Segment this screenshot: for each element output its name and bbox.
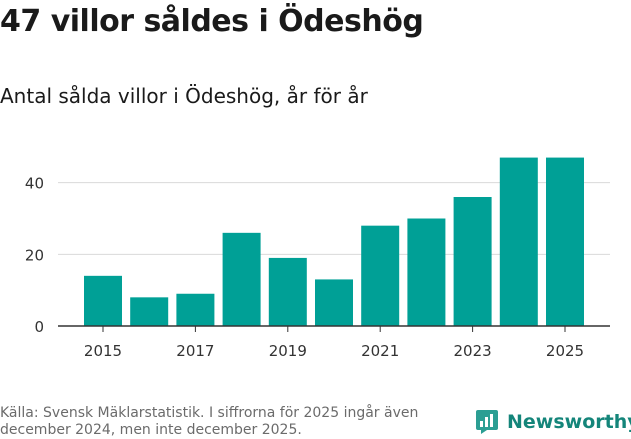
x-tick-label: 2017 (176, 342, 214, 360)
bar-2020 (315, 279, 353, 326)
y-tick-label: 40 (25, 175, 44, 193)
bar-2019 (268, 257, 307, 326)
bar-2016 (130, 297, 169, 326)
bar-2015 (84, 275, 122, 326)
brand-logo[interactable]: Newsworthy (475, 409, 631, 435)
newsworthy-logo-icon (476, 410, 498, 434)
bar-2017 (176, 293, 215, 326)
y-axis-labels: 0 20 40 (25, 175, 44, 336)
source-note: Källa: Svensk Mäklarstatistik. I siffror… (0, 405, 419, 438)
bar-2022 (407, 218, 446, 326)
y-tick-label: 0 (34, 318, 44, 336)
y-tick-label: 20 (25, 246, 44, 264)
bar-2025 (546, 157, 584, 326)
x-tick-label: 2025 (546, 342, 584, 360)
x-axis-labels: 2015 2017 2019 2021 2023 2025 (84, 342, 584, 360)
bar-2024 (499, 157, 538, 326)
x-axis (58, 325, 610, 332)
bar-chart: 0 20 40 2015 2017 2019 2021 2023 2025 (25, 157, 610, 360)
x-tick-label: 2023 (454, 342, 492, 360)
brand-name: Newsworthy (507, 411, 631, 433)
bar-2021 (361, 225, 400, 326)
chart-subtitle: Antal sålda villor i Ödeshög, år för år (0, 84, 368, 108)
bar-2018 (222, 232, 261, 326)
x-tick-label: 2019 (269, 342, 307, 360)
x-tick-label: 2015 (84, 342, 122, 360)
bar-2023 (453, 197, 492, 326)
x-tick-label: 2021 (361, 342, 399, 360)
bars (84, 157, 584, 326)
chart-title: 47 villor såldes i Ödeshög (0, 4, 424, 39)
